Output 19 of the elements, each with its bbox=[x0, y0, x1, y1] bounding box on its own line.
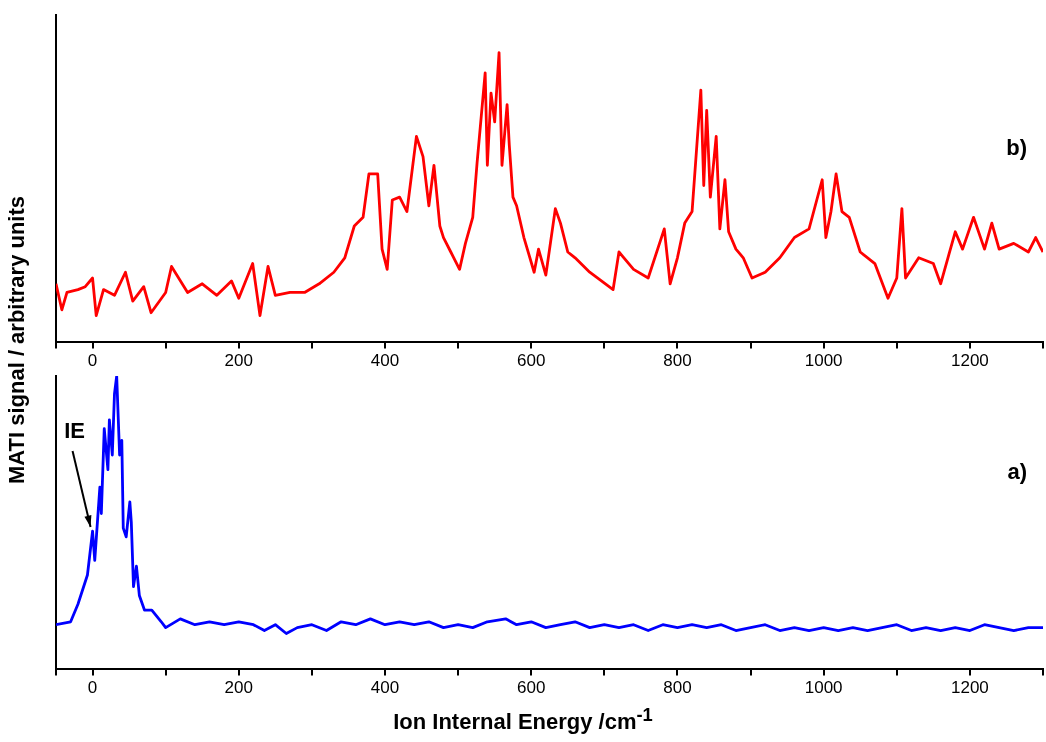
annotation: IE bbox=[64, 418, 85, 444]
annotation: a) bbox=[1007, 458, 1027, 484]
x-tick-label: 1200 bbox=[950, 678, 989, 698]
x-tick-label: 400 bbox=[370, 678, 400, 698]
x-tick-label: 800 bbox=[663, 678, 692, 698]
x-tick-label: 400 bbox=[370, 351, 400, 371]
y-axis-title: MATI signal / arbitrary units bbox=[4, 195, 30, 485]
x-tick-label: 1200 bbox=[950, 351, 989, 371]
x-tick-label: 0 bbox=[87, 351, 98, 371]
x-tick-label: 1000 bbox=[804, 351, 843, 371]
x-tick-label: 200 bbox=[224, 678, 253, 698]
x-axis-title: Ion Internal Energy /cm$^{-1}$ bbox=[392, 704, 654, 736]
x-tick-label: 1000 bbox=[804, 678, 843, 698]
x-tick-label: 600 bbox=[517, 678, 546, 698]
x-tick-label: 800 bbox=[663, 351, 692, 371]
x-tick-label: 0 bbox=[87, 678, 98, 698]
x-tick-label: 600 bbox=[517, 351, 546, 371]
x-tick-label: 200 bbox=[224, 351, 253, 371]
annotation: b) bbox=[1006, 134, 1027, 160]
